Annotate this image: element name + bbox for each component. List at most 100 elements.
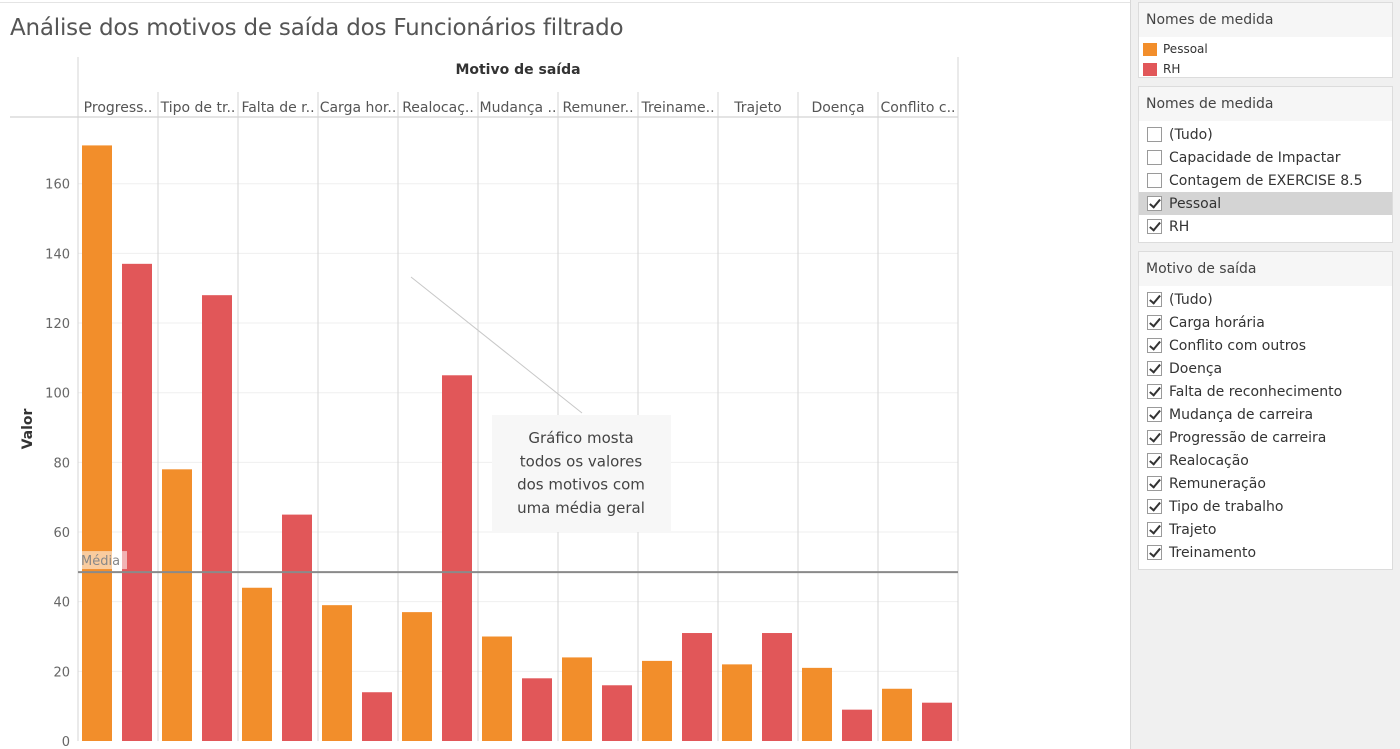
checkbox[interactable] (1147, 430, 1162, 445)
filter-option[interactable]: Doença (1139, 357, 1392, 380)
filter-option-label: Tipo de trabalho (1169, 498, 1284, 515)
bar-rh[interactable] (442, 375, 472, 741)
category-label: Trajeto (733, 100, 781, 116)
filter-option[interactable]: (Tudo) (1139, 123, 1392, 146)
legend-item[interactable]: RH (1139, 59, 1392, 79)
checkbox[interactable] (1147, 522, 1162, 537)
checkbox[interactable] (1147, 292, 1162, 307)
y-tick-label: 140 (45, 247, 70, 262)
category-label: Treiname.. (640, 100, 714, 116)
bar-rh[interactable] (762, 633, 792, 741)
filter-option[interactable]: Progressão de carreira (1139, 426, 1392, 449)
category-label: Remuner.. (562, 100, 633, 116)
reference-line-label: Média (81, 554, 120, 569)
filter-option-label: Carga horária (1169, 314, 1265, 331)
filter-option[interactable]: Realocação (1139, 449, 1392, 472)
checkbox[interactable] (1147, 499, 1162, 514)
checkbox[interactable] (1147, 453, 1162, 468)
measure-filter-list: (Tudo) Capacidade de Impactar Contagem de … (1139, 121, 1392, 238)
bar-pessoal[interactable] (562, 657, 592, 741)
checkbox[interactable] (1147, 545, 1162, 560)
filter-option[interactable]: Mudança de carreira (1139, 403, 1392, 426)
filter-option[interactable]: (Tudo) (1139, 288, 1392, 311)
filter-option-label: Doença (1169, 360, 1223, 377)
filter-option-label: Treinamento (1169, 544, 1257, 561)
annotation-text: todos os valores (520, 452, 643, 470)
bar-rh[interactable] (282, 514, 312, 741)
legend-label: Pessoal (1163, 42, 1208, 56)
filter-option[interactable]: Conflito com outros (1139, 334, 1392, 357)
column-header: Motivo de saída (455, 62, 580, 78)
filter-option-label: Progressão de carreira (1169, 429, 1327, 446)
y-tick-label: 40 (53, 596, 70, 611)
bar-pessoal[interactable] (322, 605, 352, 741)
bar-chart: Motivo de saída Progress.. Tipo de tr.. Fal… (10, 57, 959, 749)
page-title: Análise dos motivos de saída dos Funcion… (10, 15, 624, 41)
bar-rh[interactable] (362, 692, 392, 741)
checkbox[interactable] (1147, 476, 1162, 491)
filter-option[interactable]: Tipo de trabalho (1139, 495, 1392, 518)
filter-option[interactable]: Falta de reconhecimento (1139, 380, 1392, 403)
bar-pessoal[interactable] (482, 636, 512, 741)
legend-list: Pessoal RH (1139, 37, 1392, 79)
filter-option-label: Realocação (1169, 452, 1249, 469)
reason-filter-title: Motivo de saída (1139, 252, 1392, 286)
category-label: Falta de r.. (241, 100, 314, 116)
checkbox[interactable] (1147, 219, 1162, 234)
legend-swatch (1143, 62, 1157, 76)
reason-filter-card: Motivo de saída (Tudo) Carga horária Confl… (1138, 251, 1393, 570)
category-label: Mudança .. (480, 100, 557, 116)
bar-rh[interactable] (202, 295, 232, 741)
bar-pessoal[interactable] (82, 145, 112, 742)
bar-rh[interactable] (602, 685, 632, 741)
checkbox[interactable] (1147, 127, 1162, 142)
legend-item[interactable]: Pessoal (1139, 39, 1392, 59)
annotation-pointer (410, 276, 583, 414)
checkbox[interactable] (1147, 150, 1162, 165)
checkbox[interactable] (1147, 384, 1162, 399)
filter-option-label: RH (1169, 218, 1190, 235)
bar-pessoal[interactable] (402, 612, 432, 741)
bar-pessoal[interactable] (162, 469, 192, 741)
bar-rh[interactable] (122, 263, 152, 741)
y-tick-label: 0 (62, 735, 70, 749)
filter-option[interactable]: Capacidade de Impactar (1139, 146, 1392, 169)
bar-pessoal[interactable] (802, 667, 832, 741)
filter-option[interactable]: Remuneração (1139, 472, 1392, 495)
legend-swatch (1143, 42, 1157, 56)
filter-option-label: Conflito com outros (1169, 337, 1307, 354)
checkbox[interactable] (1147, 173, 1162, 188)
annotation-text: Gráfico mosta (528, 429, 633, 447)
bar-pessoal[interactable] (242, 587, 272, 741)
reference-label-bg (79, 551, 127, 570)
filter-option[interactable]: Carga horária (1139, 311, 1392, 334)
bar-rh[interactable] (842, 709, 872, 741)
measure-filter-title: Nomes de medida (1139, 87, 1392, 121)
category-label: Doença (811, 100, 864, 116)
filter-option[interactable]: Treinamento (1139, 541, 1392, 564)
checkbox[interactable] (1147, 315, 1162, 330)
checkbox[interactable] (1147, 361, 1162, 376)
bar-rh[interactable] (682, 633, 712, 741)
filter-option-label: (Tudo) (1169, 291, 1213, 308)
filter-option[interactable]: Trajeto (1139, 518, 1392, 541)
category-label: Carga hor.. (320, 100, 397, 116)
checkbox[interactable] (1147, 338, 1162, 353)
checkbox[interactable] (1147, 407, 1162, 422)
y-tick-label: 20 (53, 665, 70, 680)
checkbox[interactable] (1147, 196, 1162, 211)
filter-option-label: Mudança de carreira (1169, 406, 1314, 423)
filter-option[interactable]: Pessoal (1139, 192, 1392, 215)
legend-label: RH (1163, 62, 1181, 76)
bar-rh[interactable] (922, 702, 952, 741)
bar-rh[interactable] (522, 678, 552, 741)
legend-title: Nomes de medida (1139, 3, 1392, 37)
filter-option[interactable]: RH (1139, 215, 1392, 238)
filter-option-label: Falta de reconhecimento (1169, 383, 1343, 400)
bar-pessoal[interactable] (722, 664, 752, 741)
filter-option-label: (Tudo) (1169, 126, 1213, 143)
filter-option-label: Pessoal (1169, 195, 1222, 212)
bar-pessoal[interactable] (882, 688, 912, 741)
filter-option[interactable]: Contagem de EXERCISE 8.5 (1139, 169, 1392, 192)
bar-pessoal[interactable] (642, 660, 672, 741)
